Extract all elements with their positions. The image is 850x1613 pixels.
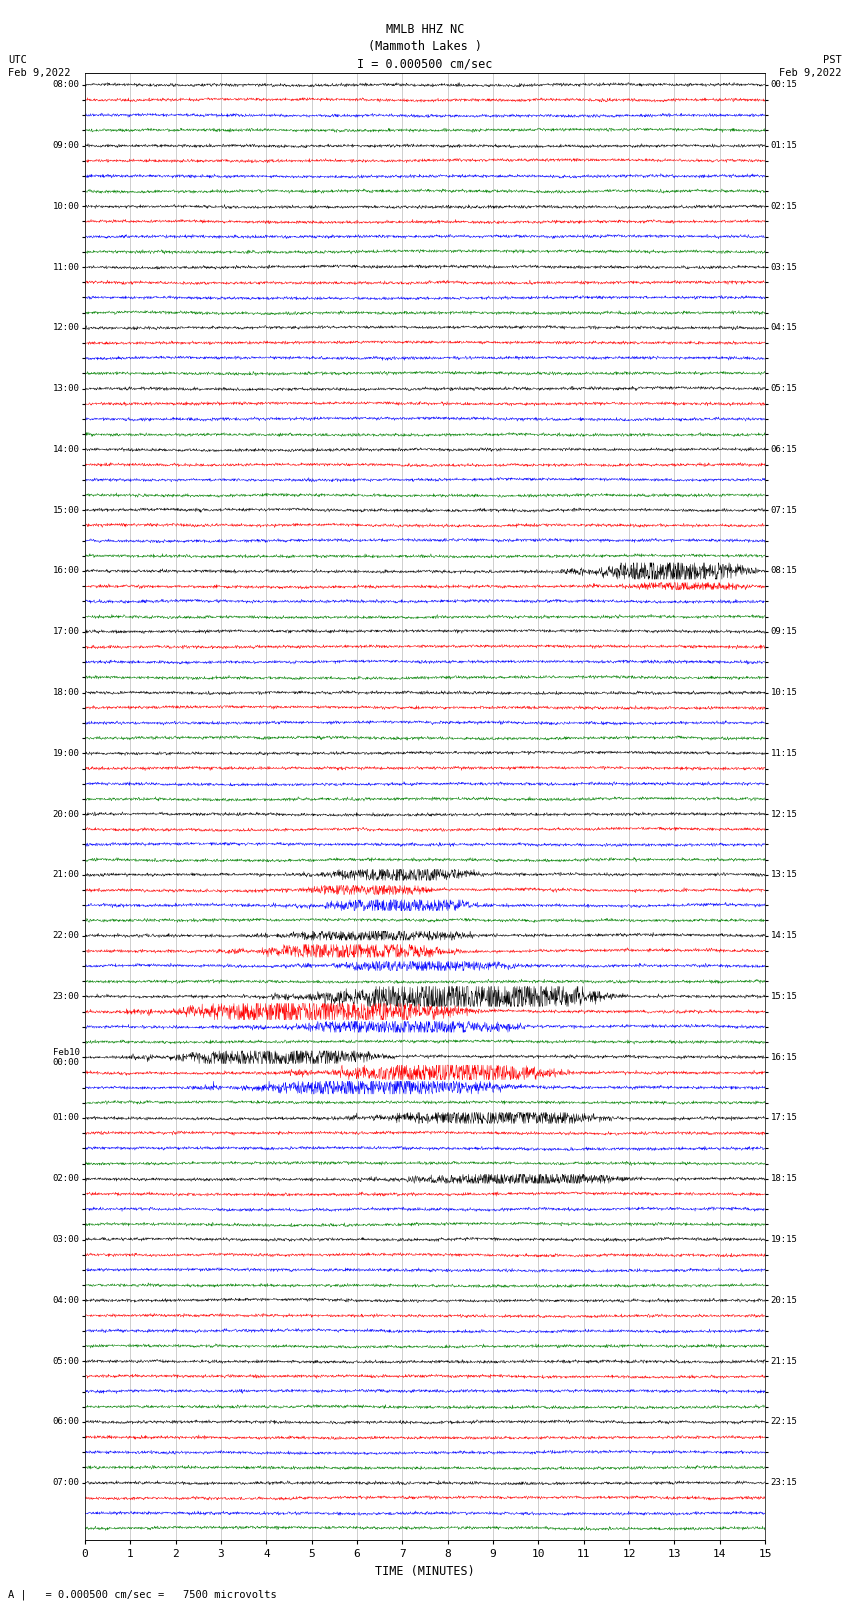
Text: A |   = 0.000500 cm/sec =   7500 microvolts: A | = 0.000500 cm/sec = 7500 microvolts bbox=[8, 1589, 277, 1600]
Text: PST: PST bbox=[823, 55, 842, 65]
Text: Feb 9,2022: Feb 9,2022 bbox=[779, 68, 842, 77]
Title: MMLB HHZ NC
(Mammoth Lakes )
I = 0.000500 cm/sec: MMLB HHZ NC (Mammoth Lakes ) I = 0.00050… bbox=[357, 23, 493, 69]
X-axis label: TIME (MINUTES): TIME (MINUTES) bbox=[375, 1565, 475, 1578]
Text: UTC: UTC bbox=[8, 55, 27, 65]
Text: Feb 9,2022: Feb 9,2022 bbox=[8, 68, 71, 77]
